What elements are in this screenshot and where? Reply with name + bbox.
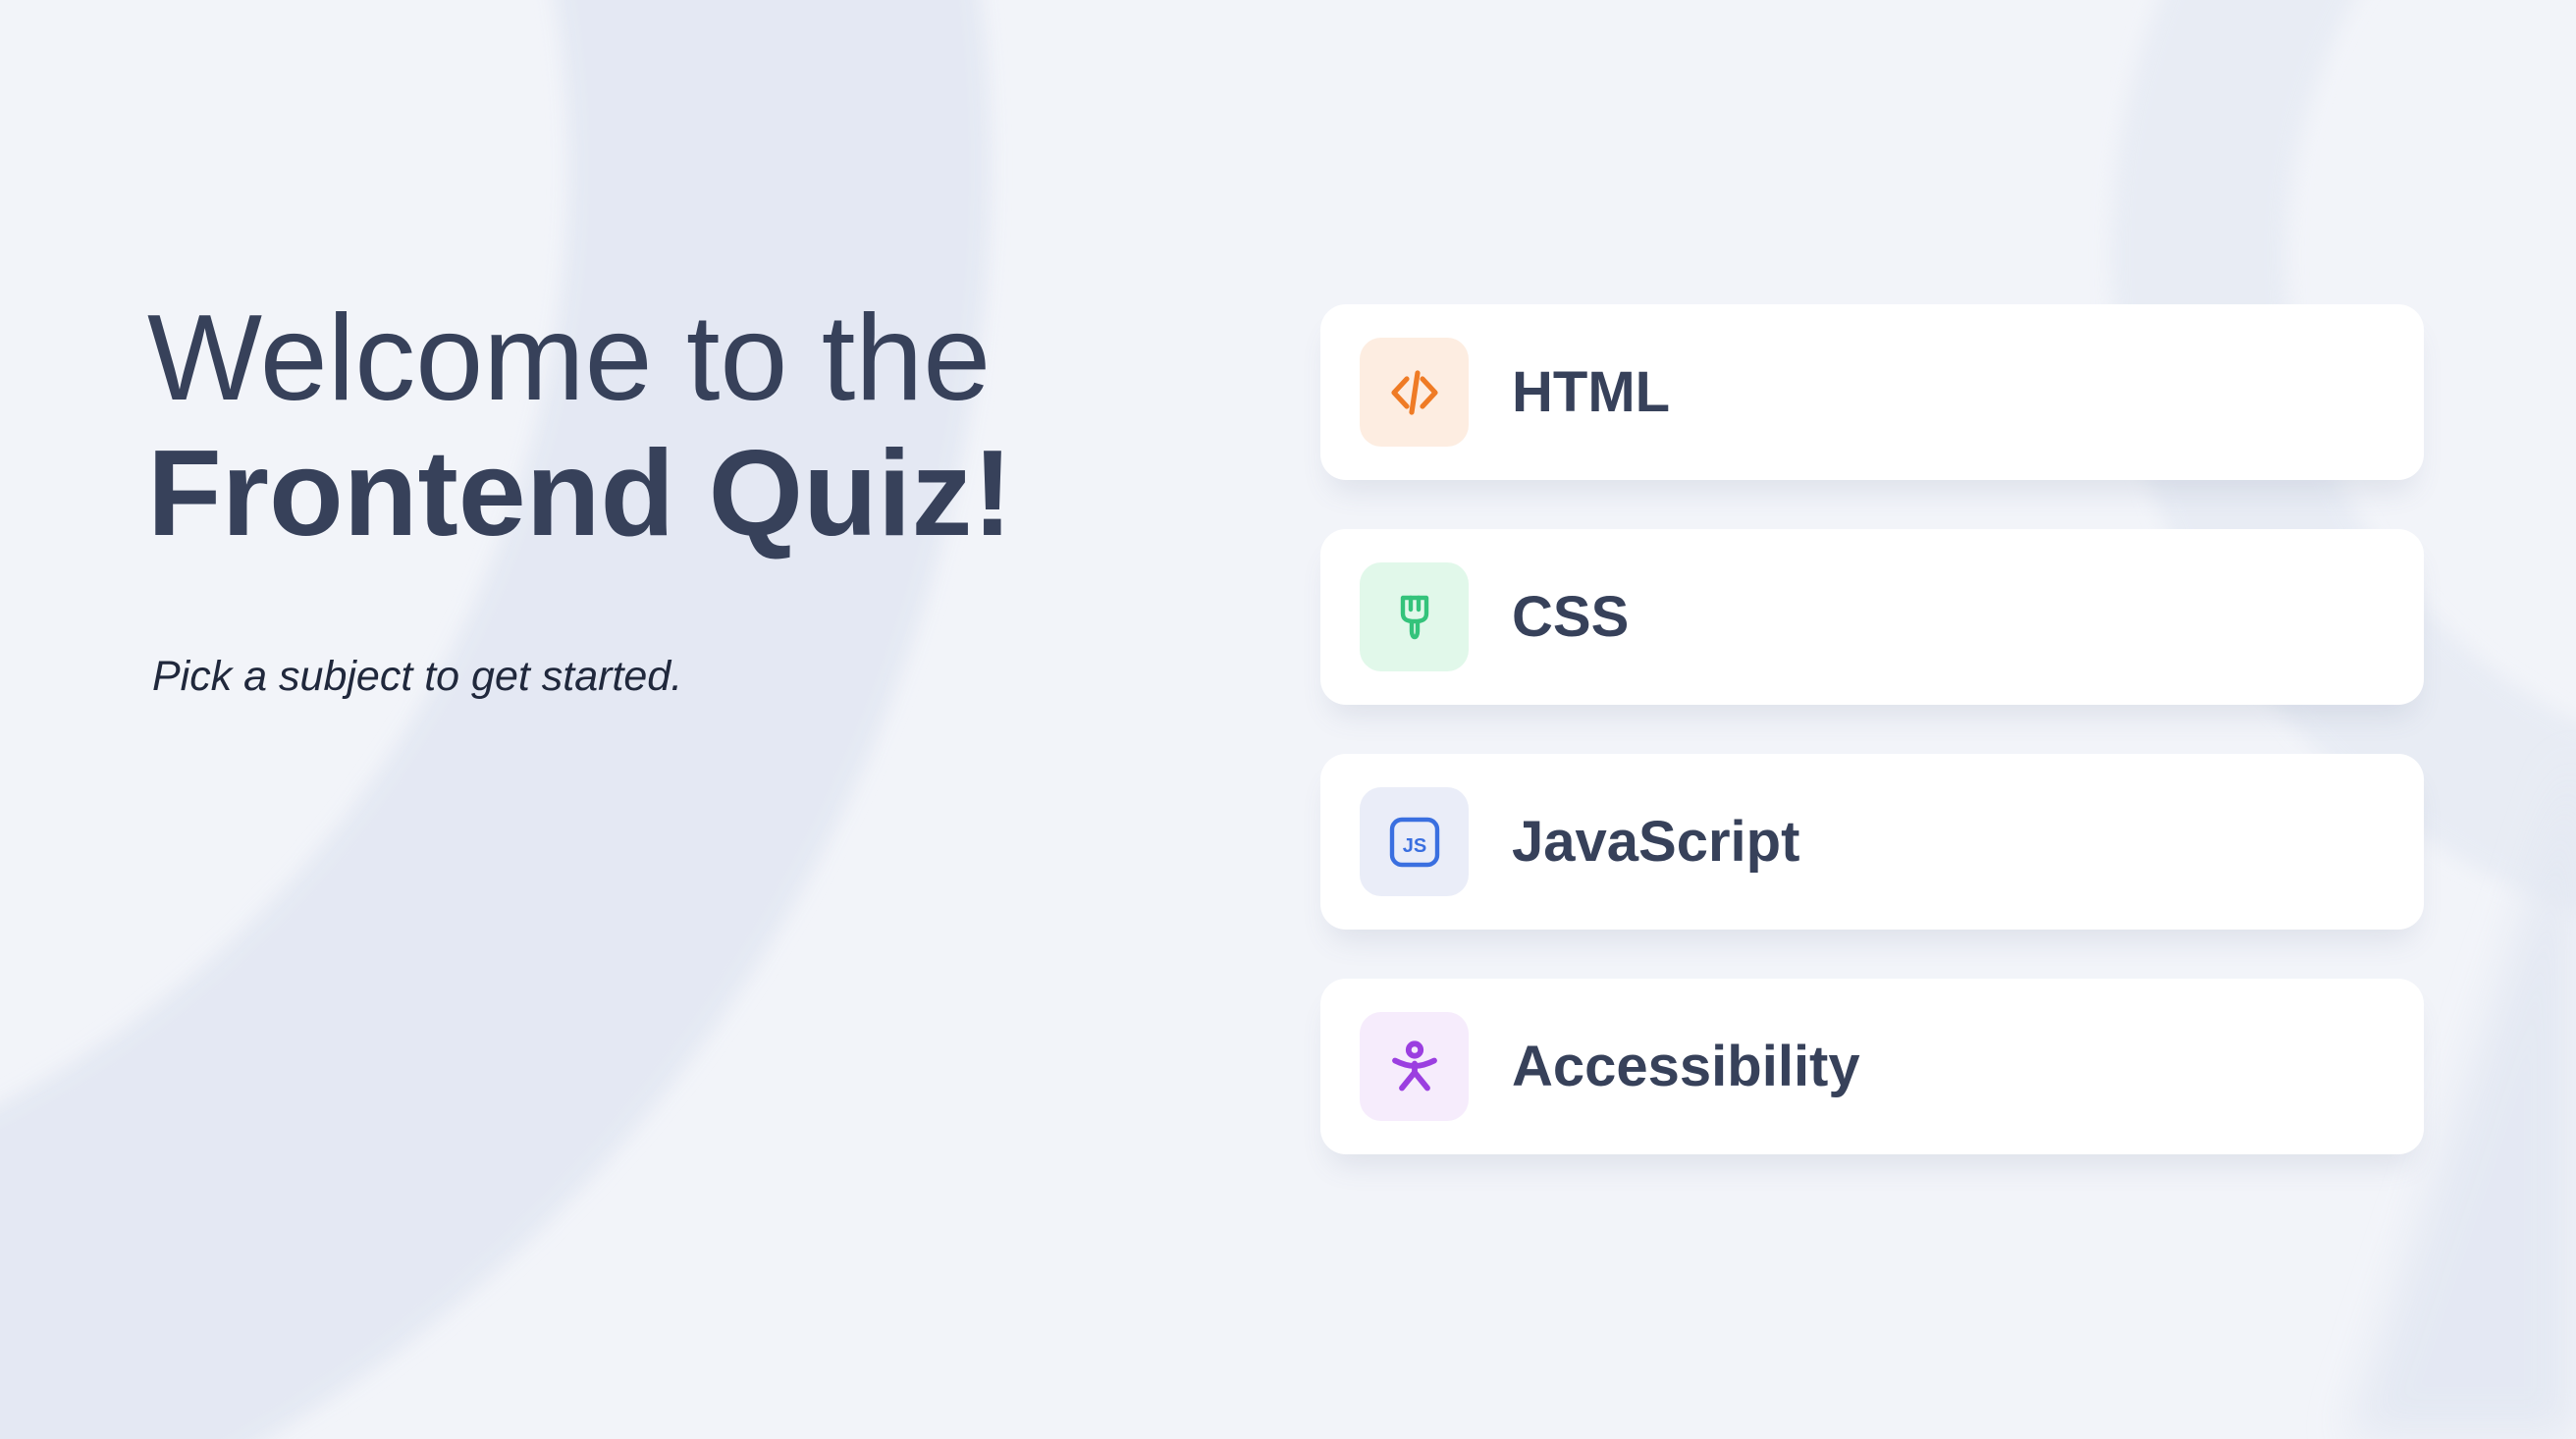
svg-text:JS: JS bbox=[1402, 835, 1425, 857]
